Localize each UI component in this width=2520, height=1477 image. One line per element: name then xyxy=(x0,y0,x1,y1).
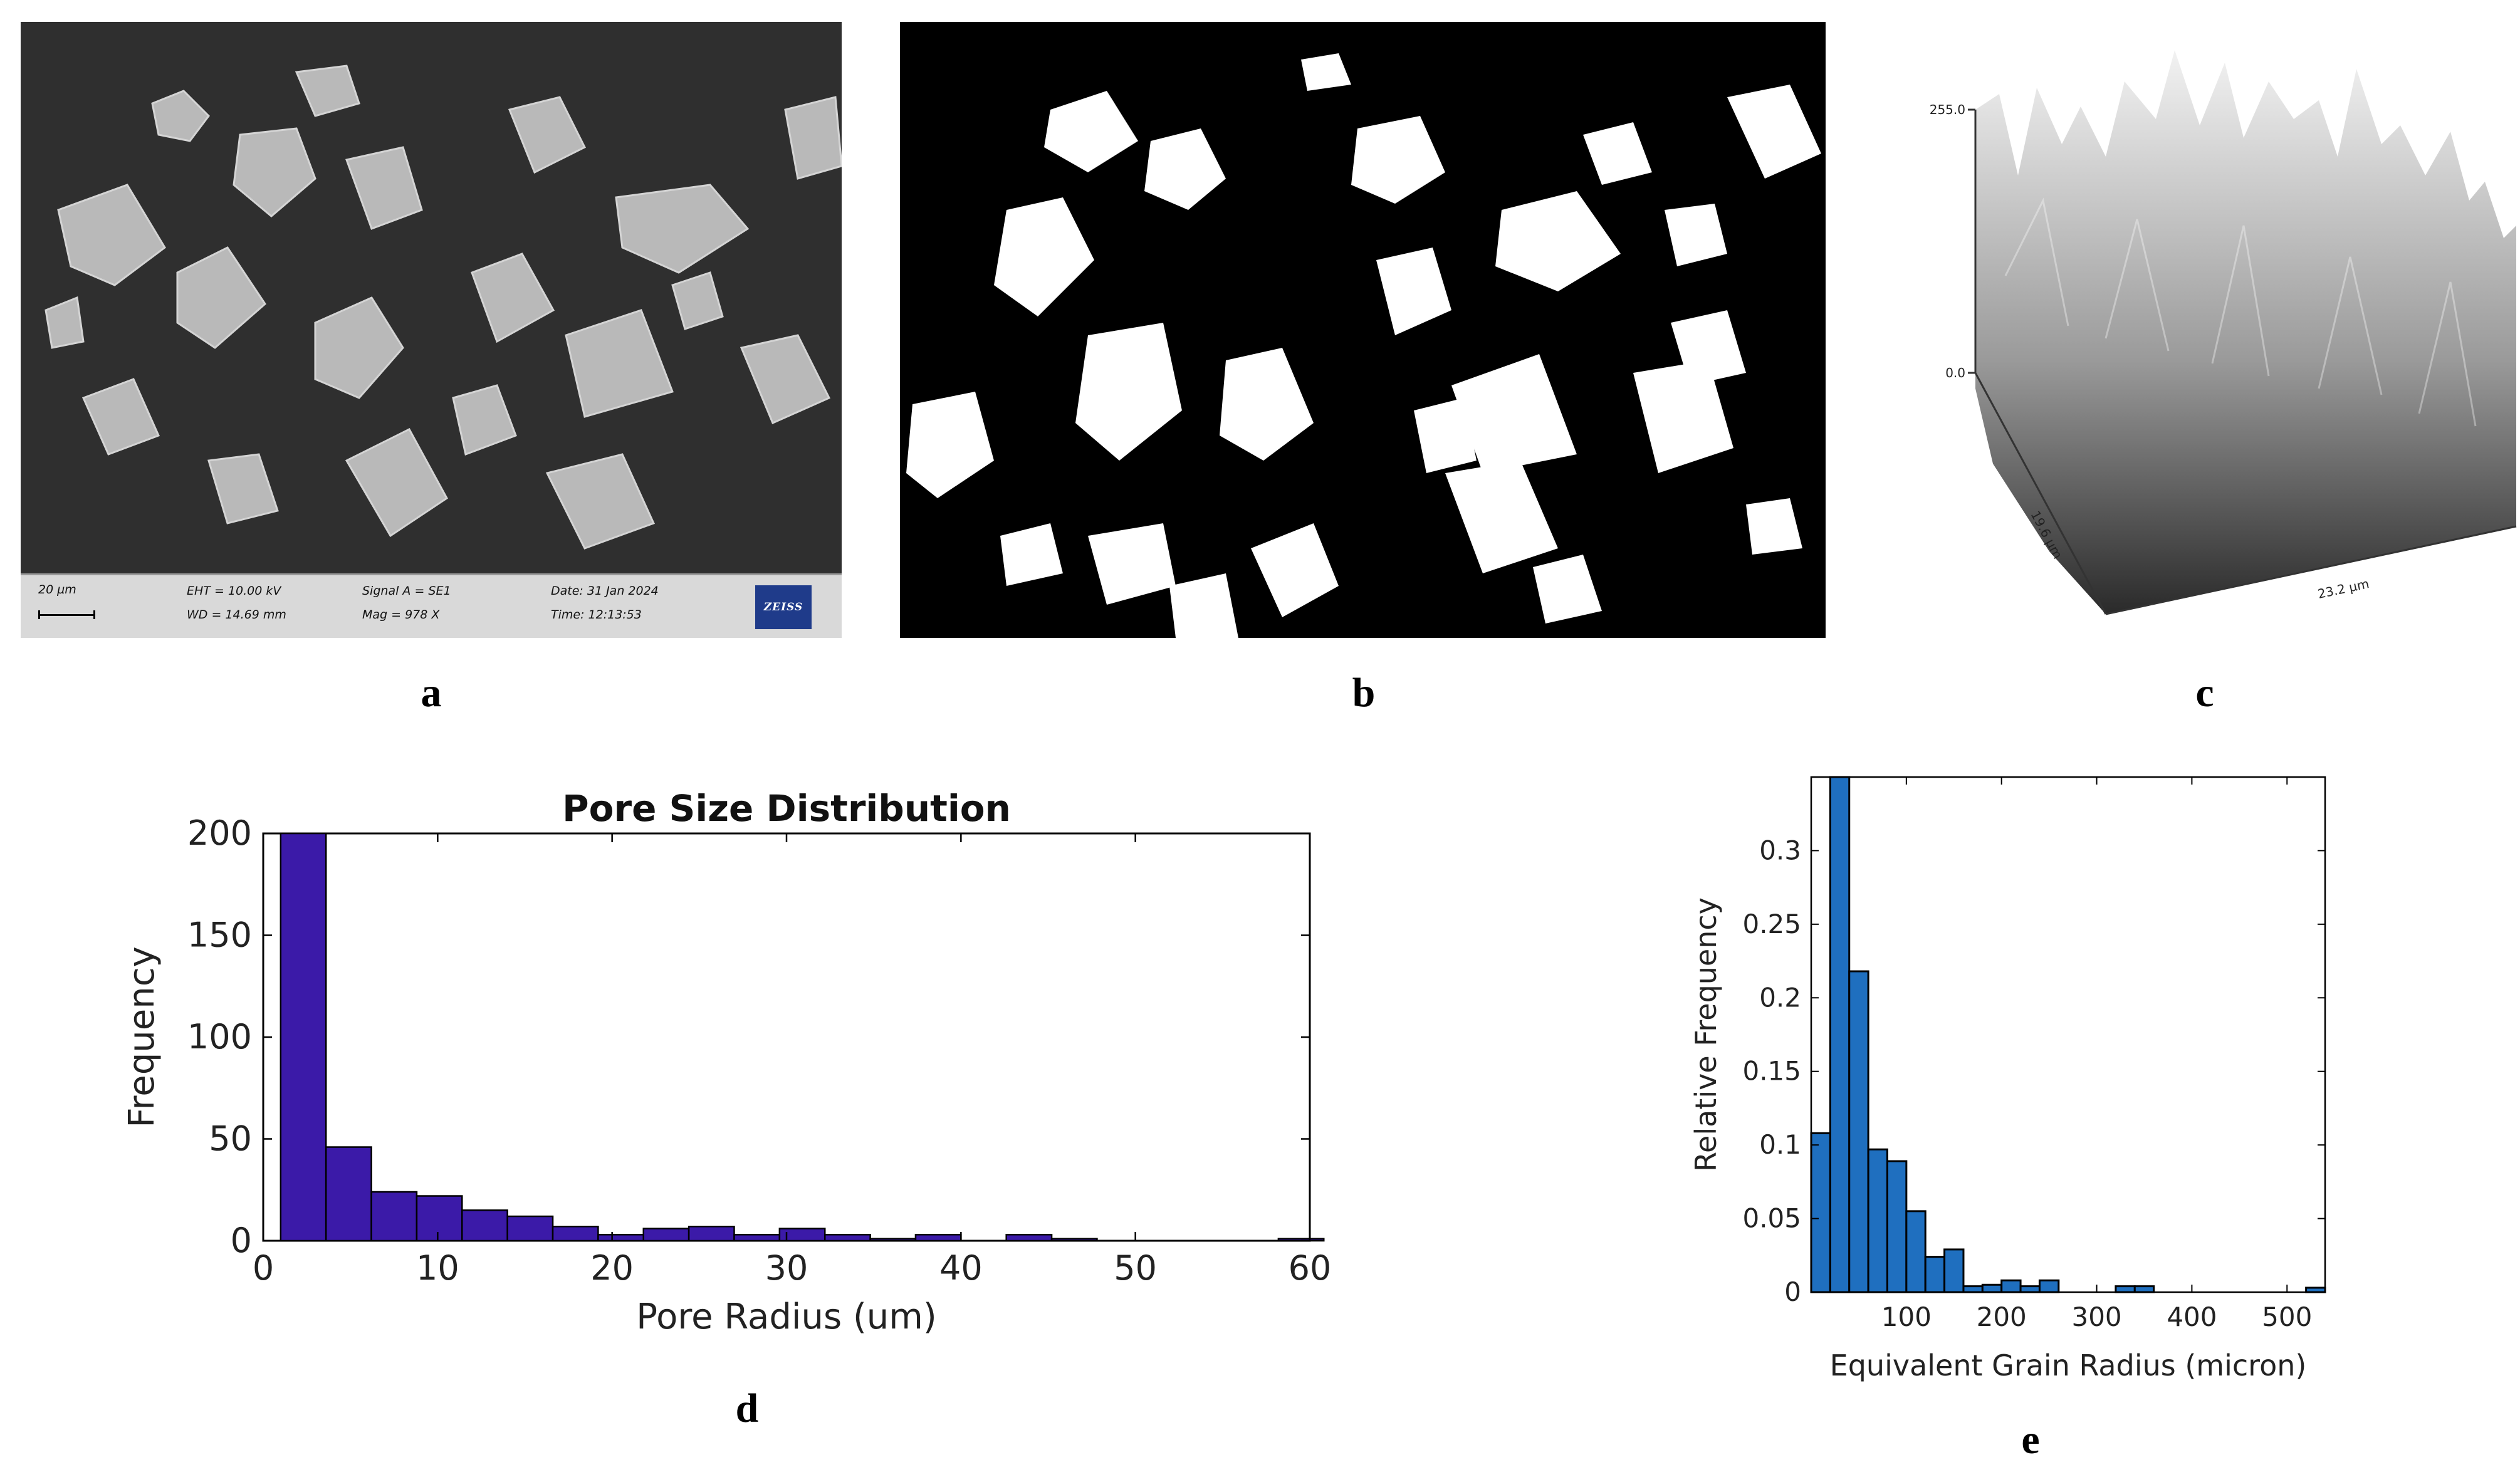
y-tick-label: 0 xyxy=(1784,1276,1801,1307)
histogram-bar xyxy=(1050,1238,1098,1242)
histogram-bar xyxy=(1848,970,1869,1293)
y-tick-label: 0.25 xyxy=(1742,909,1801,939)
histogram-bar xyxy=(1981,1283,2003,1293)
histogram-bar xyxy=(2000,1279,2022,1293)
surface-3d-svg: 255.0 0.0 19.6 µm 23.2 µm xyxy=(1930,50,2517,615)
y-tick-label: 150 xyxy=(187,916,252,955)
sem-particles xyxy=(44,65,842,550)
histogram-bar xyxy=(370,1191,418,1242)
histogram-bar xyxy=(869,1238,917,1242)
histogram-bar xyxy=(2133,1285,2155,1293)
x-tick-label: 40 xyxy=(939,1248,983,1288)
histogram-bar xyxy=(2305,1287,2326,1293)
histogram-bar xyxy=(1005,1234,1053,1242)
sem-info-bar: 20 µm EHT = 10.00 kV WD = 14.69 mm Signa… xyxy=(21,573,842,638)
histogram-bar xyxy=(461,1209,508,1242)
y-tick-label: 50 xyxy=(209,1119,252,1159)
zeiss-logo: ZEISS xyxy=(755,585,812,629)
time-value: Time: 12:13:53 xyxy=(551,608,642,622)
y-axis-label: Frequency xyxy=(122,946,162,1127)
y-tick-label: 0.1 xyxy=(1759,1129,1801,1160)
histogram-bar xyxy=(914,1234,962,1242)
pore-size-histogram: 0 10 20 30 40 50 60 0 50 100 150 200 Pore Size Distr… xyxy=(94,765,1335,1366)
panel-letter-b: b xyxy=(1352,670,1376,716)
panel-letter-d: d xyxy=(735,1386,759,1431)
x-tick-label: 500 xyxy=(2262,1302,2312,1332)
mag-value: Mag = 978 X xyxy=(362,608,440,622)
width-axis xyxy=(2105,525,2517,615)
histogram-bar xyxy=(1943,1248,1965,1293)
sem-micrograph: 20 µm EHT = 10.00 kV WD = 14.69 mm Signa… xyxy=(21,22,842,638)
histogram-bar xyxy=(2019,1285,2041,1293)
y-tick-label: 0.3 xyxy=(1759,835,1801,865)
histogram-bar xyxy=(1810,1132,1831,1293)
x-axis-label: Pore Radius (um) xyxy=(636,1297,936,1337)
z-min-label: 0.0 xyxy=(1945,365,1965,380)
histogram-bar xyxy=(688,1226,735,1242)
histogram-bar xyxy=(1905,1210,1927,1293)
histogram-bar xyxy=(1829,776,1851,1293)
histogram-bar xyxy=(1886,1160,1908,1293)
signal-value: Signal A = SE1 xyxy=(362,584,451,598)
plot-frame xyxy=(1810,776,2326,1293)
x-tick-label: 30 xyxy=(765,1248,808,1288)
histogram-bar xyxy=(642,1228,690,1242)
grain-radius-histogram: 100 200 300 400 500 0 0.05 0.1 0.15 0.2 0.25 0.3 Equ… xyxy=(1680,758,2513,1385)
surface-body xyxy=(1975,50,2516,614)
y-tick-label: 0.2 xyxy=(1759,982,1801,1013)
histogram-bar xyxy=(1924,1256,1946,1293)
binary-segmentation-image xyxy=(900,22,1826,638)
y-axis-label: Relative Frequency xyxy=(1689,897,1723,1172)
panel-letter-e: e xyxy=(2021,1417,2040,1463)
scale-bar xyxy=(38,610,95,619)
eht-value: EHT = 10.00 kV xyxy=(187,584,281,598)
histogram-bar xyxy=(2038,1279,2060,1293)
pore-size-histogram-svg: 0 10 20 30 40 50 60 0 50 100 150 200 Pore Size Distr… xyxy=(122,787,1332,1337)
x-tick-label: 400 xyxy=(2167,1302,2217,1332)
chart-title: Pore Size Distribution xyxy=(562,787,1011,830)
x-tick-label: 60 xyxy=(1289,1248,1332,1288)
x-tick-label: 200 xyxy=(1977,1302,2027,1332)
histogram-bar xyxy=(1962,1285,1984,1293)
y-tick-label: 0.05 xyxy=(1742,1203,1801,1234)
histogram-bar xyxy=(552,1226,599,1242)
x-tick-label: 10 xyxy=(416,1248,459,1288)
y-tick-label: 0 xyxy=(231,1221,252,1260)
panel-letter-a: a xyxy=(421,670,442,716)
histogram-bar xyxy=(416,1195,463,1242)
y-tick-label: 0.15 xyxy=(1742,1056,1801,1087)
width-label: 23.2 µm xyxy=(2316,576,2370,602)
histogram-bar xyxy=(1867,1148,1888,1293)
x-tick-label: 100 xyxy=(1881,1302,1932,1332)
histogram-bar xyxy=(280,832,327,1242)
wd-value: WD = 14.69 mm xyxy=(187,608,286,622)
plot-frame xyxy=(262,832,1311,1242)
histogram-bar xyxy=(325,1146,372,1242)
depth-axis xyxy=(1974,372,2107,615)
date-value: Date: 31 Jan 2024 xyxy=(551,584,659,598)
y-tick-label: 200 xyxy=(187,813,252,853)
histogram-bar xyxy=(597,1234,645,1242)
x-tick-label: 50 xyxy=(1114,1248,1157,1288)
scale-bar-label: 20 µm xyxy=(38,583,76,597)
surface-3d-plot: 255.0 0.0 19.6 µm 23.2 µm xyxy=(1918,13,2519,645)
x-tick-label: 20 xyxy=(590,1248,634,1288)
histogram-bar xyxy=(733,1234,781,1242)
x-tick-label: 0 xyxy=(253,1248,274,1288)
binary-particles xyxy=(906,53,1821,638)
histogram-bar xyxy=(2115,1285,2136,1293)
x-axis-label: Equivalent Grain Radius (micron) xyxy=(1830,1349,2307,1382)
histogram-bar xyxy=(506,1215,554,1242)
histogram-bar xyxy=(823,1234,871,1242)
y-tick-label: 100 xyxy=(187,1017,252,1057)
x-tick-label: 300 xyxy=(2071,1302,2121,1332)
z-max-label: 255.0 xyxy=(1930,102,1965,117)
panel-letter-c: c xyxy=(2195,670,2214,716)
grain-radius-histogram-svg: 100 200 300 400 500 0 0.05 0.1 0.15 0.2 0.25 0.3 Equ… xyxy=(1689,776,2326,1382)
